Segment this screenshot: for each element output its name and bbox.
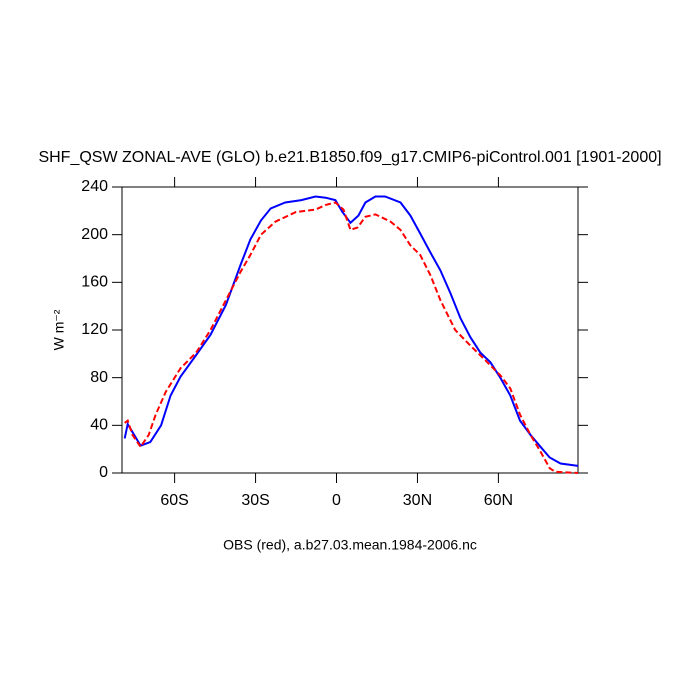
y-tick-label: 160: [81, 274, 108, 291]
caption: OBS (red), a.b27.03.mean.1984-2006.nc: [223, 537, 477, 553]
y-tick-label: 240: [81, 178, 108, 195]
x-tick-label: 0: [332, 492, 341, 509]
plot-frame: [121, 186, 579, 474]
y-tick-label: 120: [81, 321, 108, 338]
y-tick-label: 80: [90, 369, 108, 386]
y-tick-label: 200: [81, 226, 108, 243]
series-line: [124, 201, 579, 474]
y-tick-label: 0: [99, 464, 108, 481]
y-tick-label: 40: [90, 417, 108, 434]
x-tick-label: 60S: [160, 492, 188, 509]
y-axis-label: W m⁻²: [51, 309, 67, 350]
x-tick-label: 60N: [484, 492, 513, 509]
series-line: [123, 195, 579, 467]
chart-title: SHF_QSW ZONAL-AVE (GLO) b.e21.B1850.f09_…: [38, 149, 661, 166]
x-tick-label: 30S: [241, 492, 269, 509]
x-tick-label: 30N: [403, 492, 432, 509]
